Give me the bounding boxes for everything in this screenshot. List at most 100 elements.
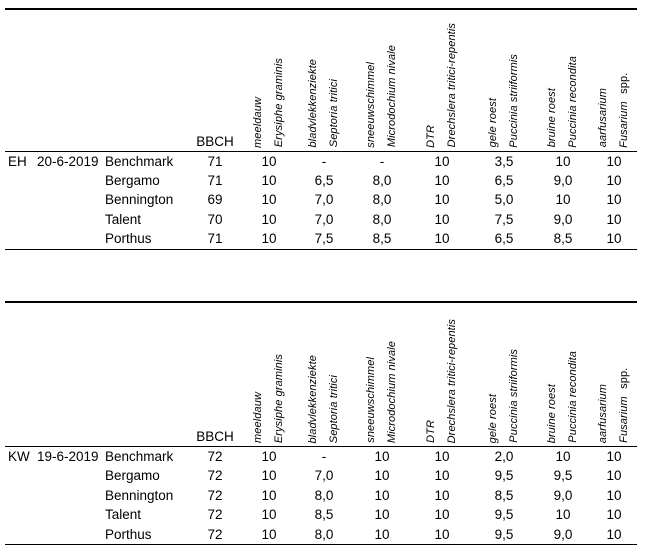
vertical-label-common: bladvlekkenziekte [307,58,320,148]
vertical-label-latin: Fusarium spp. [618,368,631,443]
variety-header [103,302,187,447]
value-cell: 7,0 [314,468,334,484]
vertical-label-latin: Puccinia recondita [567,351,579,444]
value-cell: 8,5 [372,231,392,247]
disease-column-header: meeldauw Erysiphe graminis [243,302,295,447]
value-cell: 10 [261,192,277,208]
value-cell: 10 [374,468,390,484]
vertical-label-common: DTR [425,420,438,444]
value-cell: 8,0 [314,526,334,542]
disease-column-header: gele roest Puccinia striiformis [473,9,535,151]
table-header-row: BBCH meeldauw Erysiphe graminis bladvlekken… [5,9,637,151]
value-cell: 3,5 [494,153,514,169]
variety-header [103,9,187,151]
value-cell: 10 [434,231,450,247]
disease-column-header: sneeuwschimmel Microdochium nivale [353,9,411,151]
table-body: EH 20-6-2019 Benchmark 71 10- -10 3,5 10 10 Berga… [5,151,637,249]
trial-table-kw: BBCH meeldauw Erysiphe graminis bladvlekken… [5,300,637,546]
date-cell [35,466,103,485]
vertical-label-pair: bruine roest Puccinia recondita [535,56,591,151]
bbch-header: BBCH [196,429,234,445]
value-cell: 10 [261,231,277,247]
bbch-cell: 71 [207,153,223,169]
vertical-label-pair: aarfusarium Fusarium spp. [591,368,637,446]
value-cell: 10 [261,526,277,542]
value-cell: 10 [261,449,277,465]
value-cell: 7,0 [314,192,334,208]
trial-table-eh: BBCH meeldauw Erysiphe graminis bladvlekken… [5,8,637,250]
value-cell: 10 [434,192,450,208]
value-cell: 10 [606,487,622,503]
table-row: Bergamo 72 10 7,0 10 10 9,5 9,5 10 [5,466,637,485]
site-cell [5,210,35,229]
value-cell: 10 [606,153,622,169]
value-cell: 8,5 [494,487,514,503]
date-cell [35,486,103,505]
site-header [5,9,35,151]
bbch-cell: 72 [207,526,223,542]
value-cell: 10 [606,507,622,523]
vertical-label-latin: Septoria tritici [328,374,340,444]
date-cell [35,171,103,190]
variety-cell: Benchmark [105,153,174,169]
table-row: Bennington 72 10 8,0 10 10 8,5 9,0 10 [5,486,637,505]
vertical-label-pair: aarfusarium Fusarium spp. [591,73,637,151]
date-header [35,9,103,151]
vertical-label-pair: DTR Drechslera tritici-repentis [411,319,473,446]
table-row: Porthus 72 10 8,0 10 10 9,5 9,0 10 [5,525,637,545]
value-cell: 6,5 [494,172,514,188]
disease-column-header: DTR Drechslera tritici-repentis [411,302,473,447]
site-cell [5,171,35,190]
variety-cell: Talent [105,507,142,523]
disease-column-header: sneeuwschimmel Microdochium nivale [353,302,411,447]
value-cell: 10 [261,487,277,503]
value-cell: 10 [434,526,450,542]
vertical-label-common: gele roest [487,393,500,444]
vertical-label-latin: Drechslera tritici-repentis [446,318,458,444]
table-row: EH 20-6-2019 Benchmark 71 10 - - 10 3,5 10 10 [5,151,637,171]
table-row: Bennington 69 10 7,0 8,0 10 5,0 10 10 [5,190,637,209]
value-cell: 10 [606,449,622,465]
value-cell: 8,0 [372,192,392,208]
disease-column-header: bruine roest Puccinia recondita [535,302,591,447]
bbch-cell: 72 [207,487,223,503]
latin-suffix: spp. [618,368,630,390]
vertical-label-common: gele roest [487,98,500,148]
disease-column-header: aarfusarium Fusarium spp. [591,302,637,447]
value-cell: 10 [606,468,622,484]
value-cell: 9,5 [494,526,514,542]
vertical-label-pair: sneeuwschimmel Microdochium nivale [353,45,411,150]
value-cell: 9,0 [553,526,573,542]
bbch-header-cell: BBCH [187,302,243,447]
vertical-label-pair: gele roest Puccinia striiformis [473,349,535,446]
value-cell: 10 [261,507,277,523]
value-cell: 10 [261,172,277,188]
table-row: KW 19-6-2019 Benchmark 72 10 - 10 10 2,0 10 10 [5,447,637,467]
site-cell: KW [8,449,30,465]
vertical-label-common: meeldauw [252,96,265,148]
value-cell: 10 [434,449,450,465]
bbch-cell: 72 [207,449,223,465]
vertical-label-common: aarfusarium [597,383,610,444]
bbch-header-cell: BBCH [187,9,243,151]
site-cell: EH [8,153,27,169]
value-cell: 10 [374,449,390,465]
vertical-label-common: sneeuwschimmel [365,61,378,148]
value-cell: 10 [261,468,277,484]
vertical-label-common: DTR [425,124,438,148]
value-cell: 8,5 [314,507,334,523]
table-header: BBCH meeldauw Erysiphe graminis bladvlekken… [5,302,637,447]
value-cell: 7,5 [494,211,514,227]
table-header: BBCH meeldauw Erysiphe graminis bladvlekken… [5,9,637,151]
site-cell [5,486,35,505]
bbch-cell: 71 [207,231,223,247]
date-cell: 19-6-2019 [37,449,99,465]
latin-name: Fusarium [618,100,630,148]
vertical-label-latin: Puccinia striiformis [508,53,520,148]
table-row: Bergamo 71 10 6,5 8,0 10 6,5 9,0 10 [5,171,637,190]
value-cell: 10 [434,153,450,169]
value-cell: 10 [555,153,571,169]
latin-suffix: spp. [618,72,630,94]
value-cell: 9,5 [553,468,573,484]
